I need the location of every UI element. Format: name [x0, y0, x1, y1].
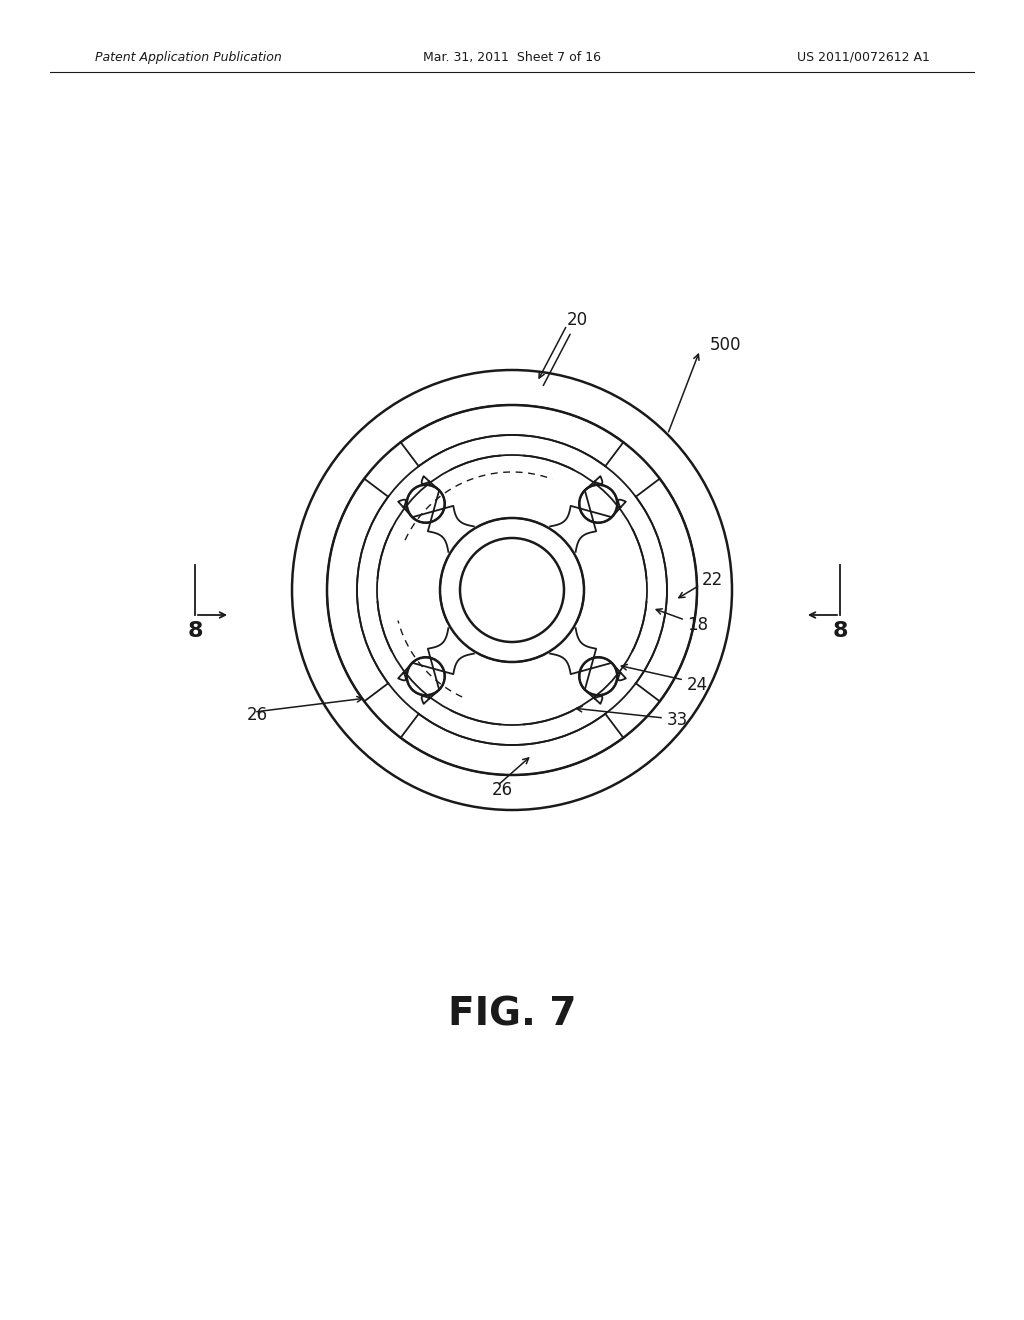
- Text: 26: 26: [247, 706, 268, 723]
- Text: 24: 24: [687, 676, 709, 694]
- Text: Mar. 31, 2011  Sheet 7 of 16: Mar. 31, 2011 Sheet 7 of 16: [423, 50, 601, 63]
- Text: FIG. 7: FIG. 7: [447, 997, 577, 1034]
- Text: 8: 8: [187, 620, 203, 642]
- Text: 22: 22: [702, 572, 723, 589]
- Text: 20: 20: [544, 312, 588, 385]
- Text: 8: 8: [833, 620, 848, 642]
- Text: 500: 500: [710, 337, 741, 354]
- Text: US 2011/0072612 A1: US 2011/0072612 A1: [797, 50, 930, 63]
- Text: Patent Application Publication: Patent Application Publication: [95, 50, 282, 63]
- Text: 33: 33: [667, 711, 688, 729]
- Text: 26: 26: [492, 781, 513, 799]
- Text: 18: 18: [687, 616, 709, 634]
